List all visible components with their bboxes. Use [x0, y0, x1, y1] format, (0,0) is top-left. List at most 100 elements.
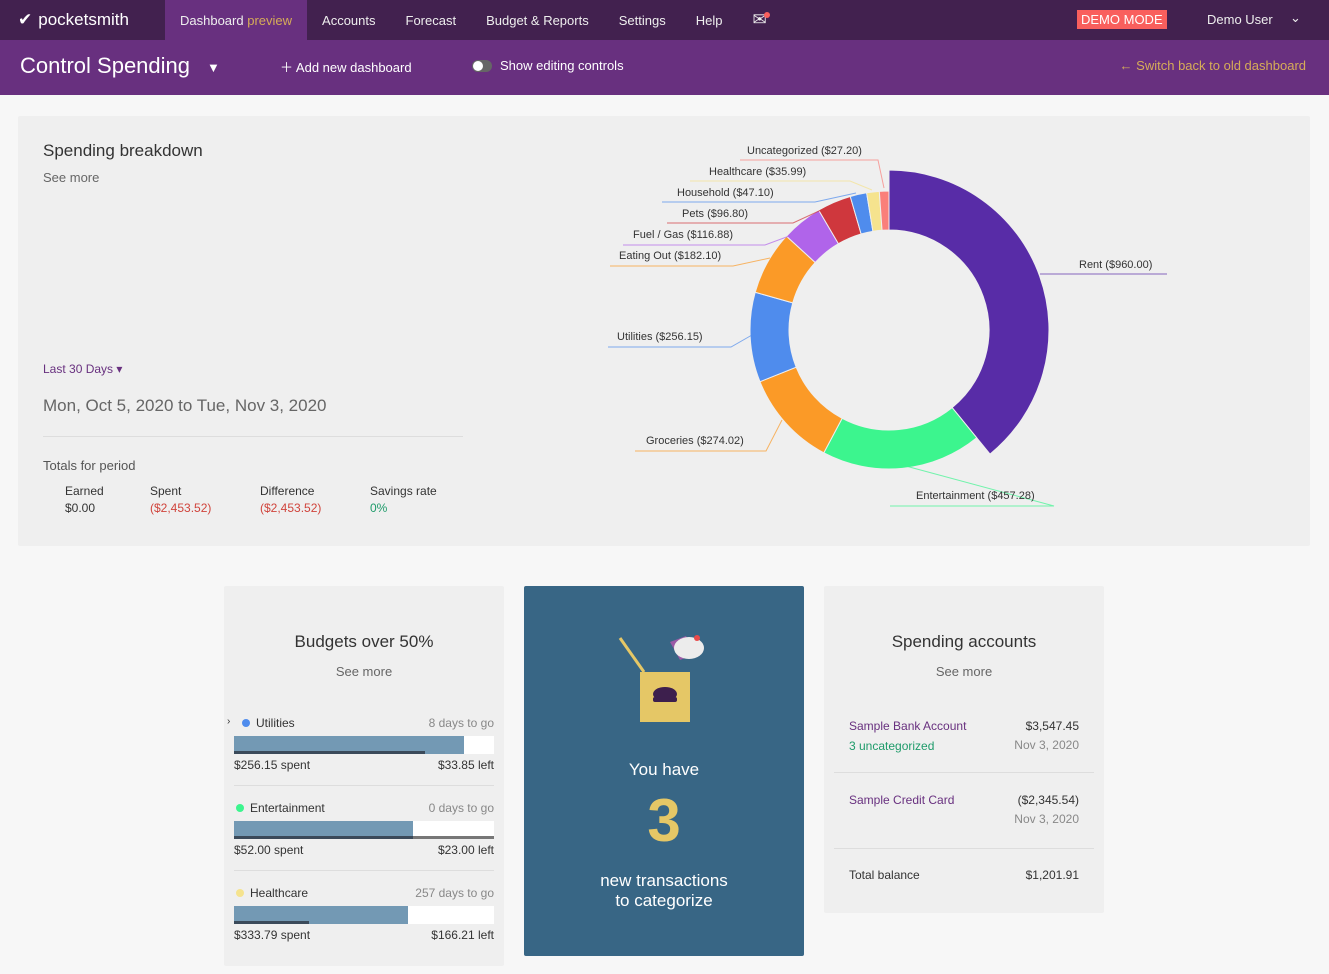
slice-label: Healthcare ($35.99)	[709, 166, 807, 178]
arrow-left-icon: ←	[1119, 58, 1133, 73]
days-to-go: 8 days to go	[428, 716, 494, 730]
logo[interactable]: ✔ pocketsmith	[0, 0, 165, 40]
total-3: Savings rate 0%	[370, 484, 450, 515]
nav-dashboard[interactable]: Dashboard preview	[165, 0, 308, 40]
top-nav: ✔ pocketsmith Dashboard preview Accounts …	[0, 0, 1329, 40]
budget-progress-bar	[234, 821, 494, 839]
mail-icon[interactable]: ✉	[737, 0, 784, 40]
add-dashboard-button[interactable]: ＋ Add new dashboard	[280, 57, 412, 76]
nav-settings[interactable]: Settings	[618, 12, 666, 28]
nav-forecast[interactable]: Forecast	[405, 12, 457, 28]
account-date: Nov 3, 2020	[1014, 738, 1079, 752]
show-editing-label: Show editing controls	[500, 58, 624, 73]
caret-down-icon[interactable]: ▼	[207, 60, 220, 75]
divider	[834, 772, 1094, 773]
editing-toggle[interactable]	[472, 60, 492, 72]
budgets-card: Budgets over 50% See more › Utilities 8 da…	[224, 586, 504, 966]
period-select[interactable]: Last 30 Days ▾	[43, 362, 122, 376]
period-label: Last 30 Days	[43, 362, 114, 376]
chevron-right-icon[interactable]: ›	[227, 716, 231, 727]
see-more-link[interactable]: See more	[43, 170, 100, 185]
add-label: Add new dashboard	[295, 60, 412, 75]
spent-amount: $333.79 spent	[234, 928, 311, 942]
spending-accounts-card: Spending accounts See more Sample Bank A…	[824, 586, 1104, 913]
days-to-go: 257 days to go	[415, 886, 494, 900]
slice-label: Entertainment ($457.28)	[916, 490, 1035, 502]
switch-label: Switch back to old dashboard	[1136, 58, 1306, 73]
demo-mode-badge: DEMO MODE	[1077, 10, 1167, 29]
new-transactions-count: 3	[647, 787, 681, 854]
see-more-link[interactable]: See more	[935, 664, 993, 679]
user-menu[interactable]: Demo User	[1207, 12, 1273, 27]
you-have-text: You have	[628, 760, 700, 779]
slice-label: Utilities ($256.15)	[617, 331, 703, 343]
budget-row[interactable]: Healthcare 257 days to go $333.79 spent $1…	[234, 870, 494, 942]
category-dot-icon	[242, 719, 250, 727]
slice-label: Groceries ($274.02)	[646, 435, 744, 447]
date-range: Mon, Oct 5, 2020 to Tue, Nov 3, 2020	[43, 396, 327, 415]
burger-box-illustration	[618, 635, 704, 722]
total-balance-value: $1,201.91	[1025, 868, 1079, 882]
slice-label: Uncategorized ($27.20)	[747, 145, 862, 157]
brand-name: pocketsmith	[38, 10, 129, 29]
uncategorized-link[interactable]: 3 uncategorized	[849, 739, 935, 753]
total-2: Difference ($2,453.52)	[260, 484, 370, 515]
spending-breakdown-card: Spending breakdown See more Last 30 Days…	[18, 116, 1310, 546]
category-dot-icon	[236, 804, 244, 812]
divider	[234, 870, 494, 871]
plus-icon: ＋	[280, 60, 294, 75]
total-label: Earned	[65, 484, 104, 498]
account-name[interactable]: Sample Credit Card	[849, 793, 955, 807]
switch-back-link[interactable]: ← Switch back to old dashboard	[1120, 58, 1306, 73]
budget-name: Healthcare	[234, 886, 308, 900]
total-label: Difference	[260, 484, 315, 498]
slice-label: Eating Out ($182.10)	[619, 250, 722, 262]
budget-progress-bar	[234, 736, 494, 754]
see-more-link[interactable]: See more	[335, 664, 393, 679]
card-title: Budgets over 50%	[294, 632, 434, 651]
budget-progress-bar	[234, 906, 494, 924]
budget-name: › Utilities	[227, 716, 295, 730]
account-date: Nov 3, 2020	[1014, 812, 1079, 826]
new-transactions-text: new transactions	[600, 871, 728, 890]
divider	[43, 436, 463, 437]
left-amount: $33.85 left	[437, 758, 494, 772]
budget-name: Entertainment	[234, 801, 325, 815]
total-value: $0.00	[65, 501, 96, 515]
nav-budget-reports[interactable]: Budget & Reports	[486, 12, 589, 28]
category-dot-icon	[236, 889, 244, 897]
dashboard-title[interactable]: Control Spending	[20, 53, 191, 78]
total-label: Savings rate	[370, 484, 437, 498]
transactions-card[interactable]: You have 3 new transactions to categoriz…	[524, 586, 804, 956]
budget-row[interactable]: Entertainment 0 days to go $52.00 spent $2…	[234, 785, 494, 857]
dashboard-bar: Control Spending ▼ ＋ Add new dashboard S…	[0, 40, 1329, 95]
left-amount: $166.21 left	[431, 928, 494, 942]
total-balance-label: Total balance	[849, 868, 920, 882]
nav-help[interactable]: Help	[695, 12, 723, 28]
total-value: 0%	[370, 501, 388, 515]
divider	[234, 785, 494, 786]
card-title: Spending breakdown	[43, 141, 203, 160]
budget-row[interactable]: › Utilities 8 days to go $256.15 spent $33.…	[227, 712, 494, 772]
nav-accounts[interactable]: Accounts	[322, 12, 376, 28]
slice-label: Fuel / Gas ($116.88)	[633, 229, 734, 241]
account-row[interactable]: Sample Credit Card ($2,345.54) Nov 3, 20…	[849, 793, 1079, 826]
totals: Earned $0.00 Spent ($2,453.52) Difference ($2…	[65, 484, 450, 515]
caret-down-icon: ▾	[116, 362, 123, 376]
slice-label: Household ($47.10)	[677, 187, 774, 199]
chevron-down-icon[interactable]: ⌄	[1290, 10, 1301, 25]
account-row[interactable]: Sample Bank Account 3 uncategorized $3,5…	[849, 719, 1079, 753]
to-categorize-text: to categorize	[615, 891, 713, 910]
slice-label: Pets ($96.80)	[682, 208, 749, 220]
total-value: ($2,453.52)	[260, 501, 322, 515]
total-0: Earned $0.00	[65, 484, 150, 515]
total-value: ($2,453.52)	[150, 501, 212, 515]
account-name[interactable]: Sample Bank Account	[849, 719, 967, 733]
logo-icon: ✔	[18, 10, 33, 29]
total-label: Spent	[150, 484, 182, 498]
totals-label: Totals for period	[43, 458, 136, 473]
account-balance: $3,547.45	[1025, 719, 1079, 733]
account-balance: ($2,345.54)	[1017, 793, 1079, 807]
spent-amount: $256.15 spent	[234, 758, 311, 772]
divider	[834, 848, 1094, 849]
